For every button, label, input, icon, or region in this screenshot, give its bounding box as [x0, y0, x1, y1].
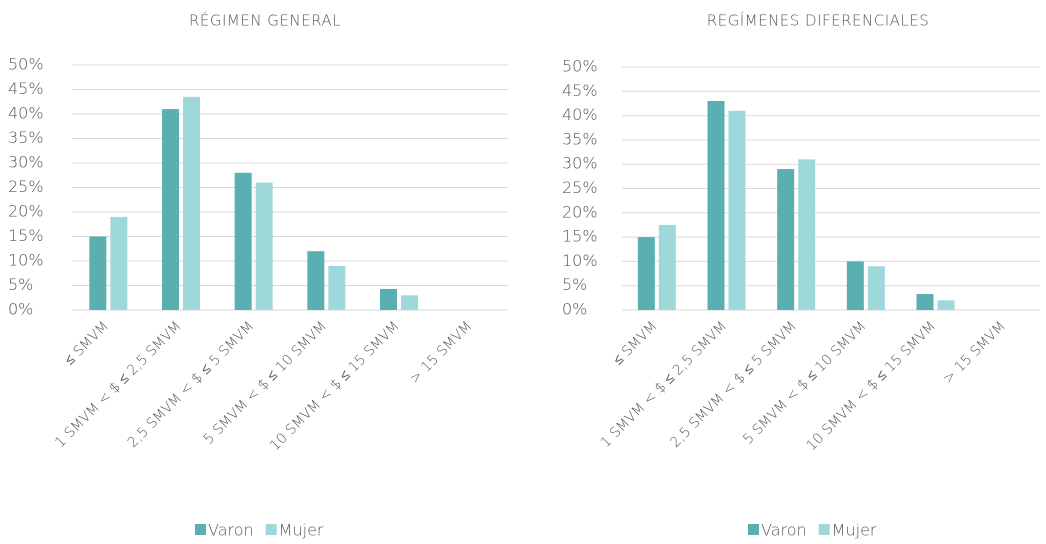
legend-label: Varon: [761, 521, 807, 540]
legend-swatch: [195, 524, 206, 535]
y-tick-label: 50%: [562, 57, 598, 76]
legend-swatch: [818, 524, 830, 535]
y-tick-label: 40%: [562, 105, 598, 124]
bar: [658, 224, 676, 310]
y-tick-label: 40%: [8, 104, 44, 123]
bar: [707, 101, 725, 311]
y-tick-label: 50%: [8, 55, 44, 74]
x-tick-label: 10 SMVM < $ ≤ 15 SMVM: [267, 318, 403, 454]
bar: [798, 159, 816, 310]
x-tick-label: 5 SMVM < $ ≤ 10 SMVM: [740, 318, 869, 447]
x-tick-label: > 15 SMVM: [407, 318, 476, 387]
bar: [637, 237, 655, 310]
x-tick-label: ≤ SMVM: [62, 318, 112, 368]
bar: [234, 172, 252, 310]
y-tick-label: 15%: [8, 226, 44, 245]
legend-swatch: [748, 524, 759, 535]
legend-label: Mujer: [279, 521, 324, 540]
y-tick-label: 20%: [8, 202, 44, 221]
y-tick-label: 15%: [562, 227, 598, 246]
y-tick-label: 0%: [562, 300, 587, 319]
x-tick-label: 2,5 SMVM < $ ≤ 5 SMVM: [667, 318, 800, 451]
bar: [328, 265, 346, 310]
bar: [916, 293, 934, 310]
y-tick-label: 45%: [8, 79, 44, 98]
bar: [728, 110, 746, 311]
x-tick-label: ≤ SMVM: [610, 318, 660, 368]
bar: [867, 266, 885, 310]
y-tick-label: 35%: [8, 128, 44, 147]
bar: [89, 236, 107, 310]
y-tick-label: 25%: [562, 178, 598, 197]
y-tick-label: 5%: [562, 275, 587, 294]
chart-title: REGÍMENES DIFERENCIALES: [707, 11, 930, 30]
chart-title: RÉGIMEN GENERAL: [189, 11, 341, 30]
bar: [846, 261, 864, 310]
x-tick-label: 10 SMVM < $ ≤ 15 SMVM: [803, 318, 939, 454]
y-tick-label: 0%: [8, 300, 33, 319]
legend-swatch: [265, 524, 277, 535]
y-tick-label: 10%: [8, 251, 44, 270]
y-tick-label: 25%: [8, 177, 44, 196]
y-tick-label: 20%: [562, 202, 598, 221]
x-tick-label: 2,5 SMVM < $ ≤ 5 SMVM: [125, 318, 258, 451]
bar: [777, 169, 795, 310]
legend-label: Varon: [208, 521, 254, 540]
bar: [380, 288, 397, 310]
x-tick-label: 1 SMVM < $ ≤ 2,5 SMVM: [598, 318, 731, 451]
bar: [937, 300, 955, 310]
x-tick-label: 5 SMVM < $ ≤ 10 SMVM: [201, 318, 330, 447]
bar: [183, 96, 200, 310]
y-tick-label: 35%: [562, 129, 598, 148]
y-tick-label: 30%: [8, 153, 44, 172]
y-tick-label: 10%: [562, 251, 598, 270]
legend-label: Mujer: [832, 521, 877, 540]
y-tick-label: 5%: [8, 275, 33, 294]
bar: [110, 216, 128, 310]
bar: [307, 251, 325, 310]
x-tick-label: 1 SMVM < $ ≤ 2,5 SMVM: [52, 318, 185, 451]
y-tick-label: 30%: [562, 154, 598, 173]
bar: [401, 295, 418, 310]
y-tick-label: 45%: [562, 81, 598, 100]
bar: [255, 182, 273, 310]
bar: [162, 109, 179, 310]
x-tick-label: > 15 SMVM: [940, 318, 1009, 387]
